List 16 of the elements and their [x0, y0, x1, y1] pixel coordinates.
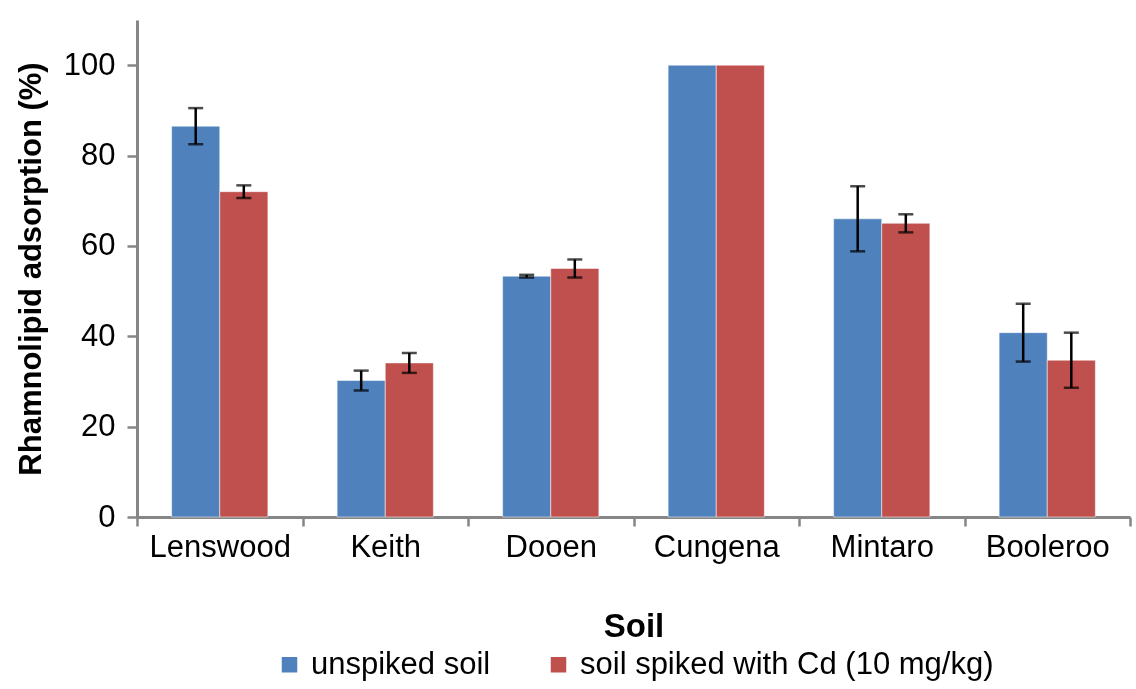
x-axis-title: Soil — [603, 606, 665, 644]
y-tick-label: 100 — [63, 46, 116, 82]
legend-label: unspiked soil — [311, 645, 491, 681]
y-tick-label: 0 — [98, 498, 116, 534]
x-tick-label: Mintaro — [830, 528, 934, 564]
x-tick-label: Cungena — [653, 528, 781, 564]
y-tick-label: 40 — [81, 317, 116, 353]
legend-label: soil spiked with Cd (10 mg/kg) — [580, 645, 994, 681]
x-tick-label: Lenswood — [149, 528, 291, 564]
x-tick-label: Keith — [350, 528, 422, 564]
y-axis-title: Rhamnolipid adsorption (%) — [12, 62, 48, 476]
y-tick-label: 80 — [81, 137, 116, 173]
x-tick-label: Booleroo — [985, 528, 1110, 564]
x-tick-label: Dooen — [505, 528, 597, 564]
y-tick-label: 60 — [81, 227, 116, 263]
y-tick-label: 20 — [81, 408, 116, 444]
